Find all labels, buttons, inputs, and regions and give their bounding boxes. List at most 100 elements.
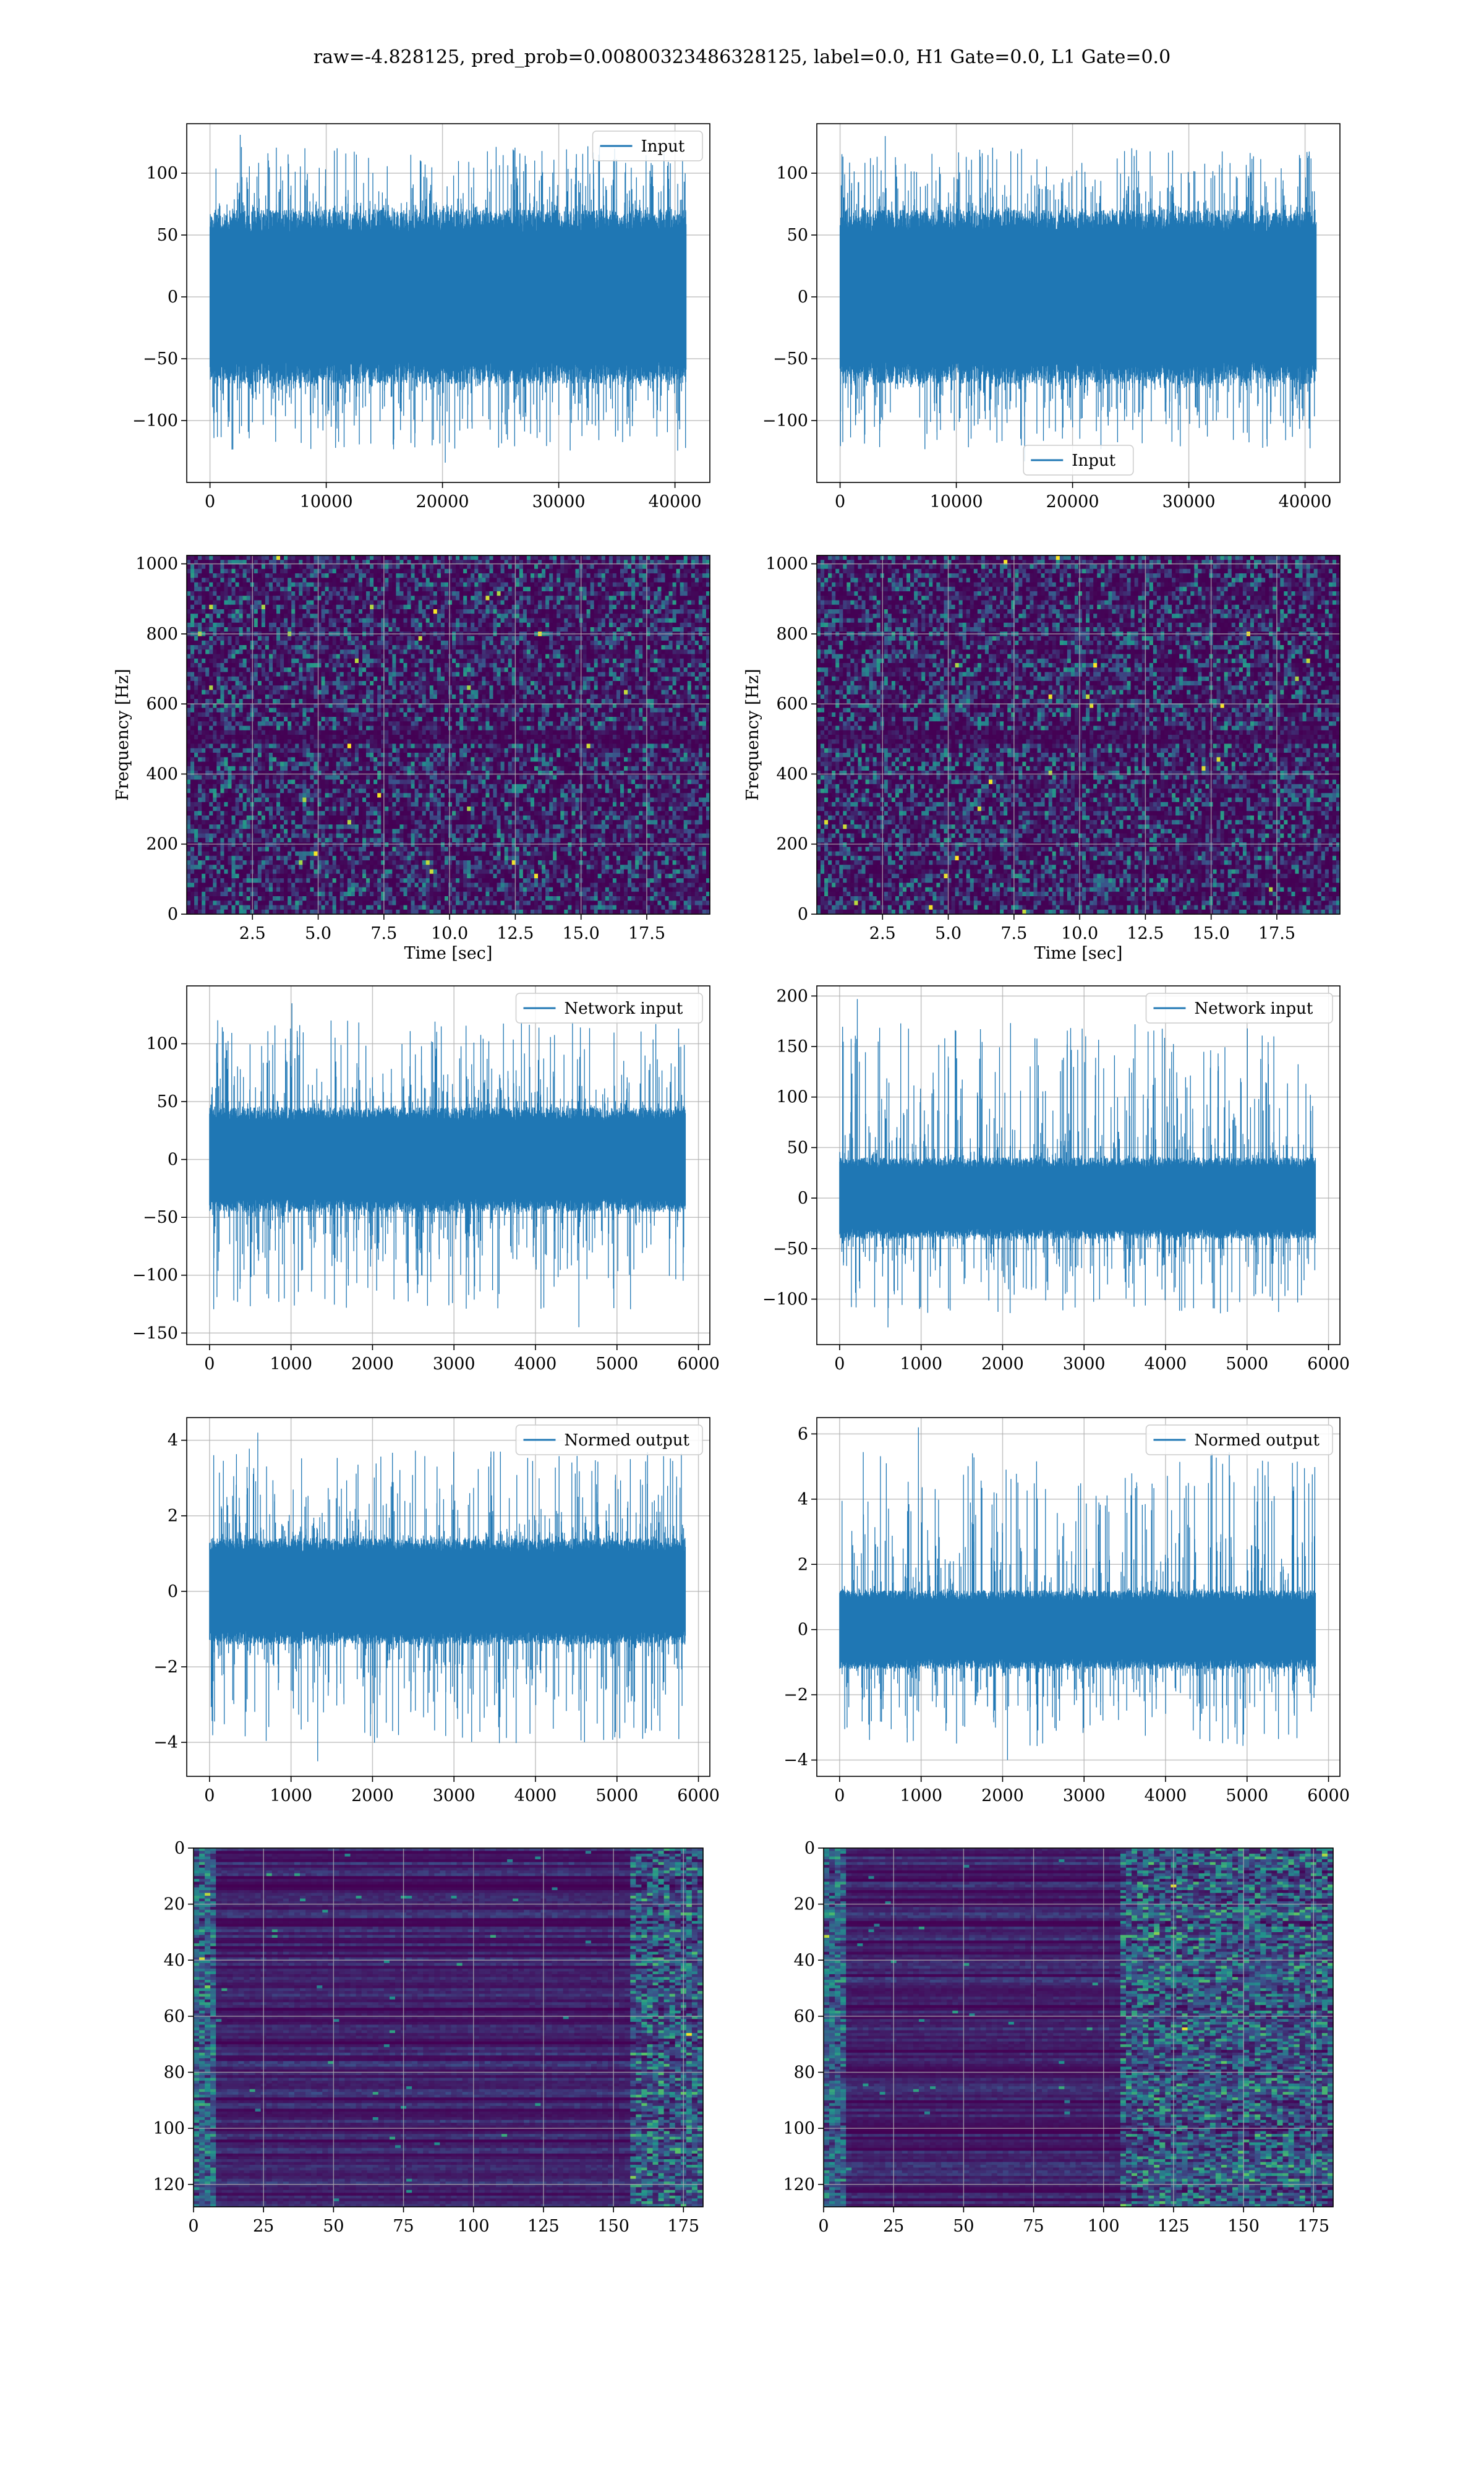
heatmap-cell bbox=[445, 573, 449, 578]
heatmap-cell bbox=[359, 555, 363, 560]
heatmap-cell bbox=[654, 623, 658, 628]
heatmap-cell bbox=[377, 649, 382, 654]
heatmap-cell bbox=[399, 596, 404, 601]
heatmap-cell bbox=[695, 645, 699, 650]
heatmap-cell bbox=[396, 569, 400, 574]
heatmap-cell bbox=[381, 573, 385, 578]
heatmap-cell bbox=[661, 565, 665, 570]
heatmap-cell bbox=[265, 573, 270, 578]
heatmap-cell bbox=[501, 654, 505, 659]
heatmap-cell bbox=[232, 618, 236, 623]
heatmap-cell bbox=[501, 618, 505, 623]
heatmap-cell bbox=[474, 618, 479, 623]
heatmap-cell bbox=[620, 583, 625, 588]
heatmap-cell bbox=[568, 569, 572, 574]
heatmap-cell bbox=[505, 645, 509, 650]
heatmap-cell bbox=[654, 601, 658, 606]
heatmap-cell bbox=[665, 627, 669, 632]
heatmap-cell bbox=[392, 623, 396, 628]
heatmap-cell bbox=[187, 605, 191, 610]
heatmap-cell bbox=[613, 596, 617, 601]
heatmap-cell bbox=[688, 569, 692, 574]
heatmap-cell bbox=[415, 654, 419, 659]
heatmap-cell bbox=[430, 591, 434, 596]
heatmap-cell bbox=[456, 569, 460, 574]
heatmap-cell bbox=[587, 641, 591, 646]
heatmap-cell bbox=[445, 641, 449, 646]
heatmap-cell bbox=[639, 565, 643, 570]
heatmap-cell bbox=[313, 601, 318, 606]
heatmap-cell bbox=[695, 569, 699, 574]
heatmap-cell bbox=[613, 573, 617, 578]
heatmap-cell bbox=[676, 654, 681, 659]
heatmap-cell bbox=[273, 587, 277, 592]
heatmap-cell bbox=[370, 609, 374, 614]
heatmap-cell bbox=[508, 578, 513, 583]
heatmap-cell bbox=[594, 623, 599, 628]
heatmap-cell bbox=[269, 587, 273, 592]
heatmap-cell bbox=[291, 623, 296, 628]
heatmap-cell bbox=[665, 569, 669, 574]
heatmap-cell bbox=[702, 578, 707, 583]
heatmap-cell bbox=[602, 636, 606, 641]
heatmap-cell bbox=[422, 569, 427, 574]
heatmap-cell bbox=[609, 583, 613, 588]
heatmap-cell bbox=[198, 578, 202, 583]
heatmap-cell bbox=[452, 623, 456, 628]
heatmap-cell bbox=[624, 573, 628, 578]
heatmap-cell bbox=[642, 645, 647, 650]
heatmap-cell bbox=[699, 583, 703, 588]
heatmap-cell bbox=[373, 636, 378, 641]
heatmap-cell bbox=[441, 636, 445, 641]
heatmap-cell bbox=[609, 654, 613, 659]
heatmap-cell bbox=[437, 596, 441, 601]
heatmap-cell bbox=[243, 645, 247, 650]
heatmap-cell bbox=[568, 649, 572, 654]
heatmap-cell bbox=[236, 573, 240, 578]
heatmap-cell bbox=[258, 569, 262, 574]
heatmap-cell bbox=[333, 591, 337, 596]
heatmap-cell bbox=[205, 583, 210, 588]
heatmap-cell bbox=[620, 614, 625, 618]
heatmap-cell bbox=[489, 623, 493, 628]
heatmap-cell bbox=[216, 627, 221, 632]
heatmap-cell bbox=[635, 569, 639, 574]
heatmap-cell bbox=[288, 636, 292, 641]
heatmap-cell bbox=[325, 641, 330, 646]
heatmap-cell bbox=[688, 605, 692, 610]
heatmap-cell bbox=[684, 654, 688, 659]
heatmap-cell bbox=[691, 587, 696, 592]
heatmap-cell bbox=[355, 601, 359, 606]
heatmap-cell bbox=[284, 659, 288, 664]
heatmap-cell bbox=[209, 587, 213, 592]
heatmap-cell bbox=[437, 654, 441, 659]
heatmap-cell bbox=[661, 623, 665, 628]
heatmap-cell bbox=[265, 569, 270, 574]
heatmap-cell bbox=[467, 645, 471, 650]
heatmap-cell bbox=[205, 601, 210, 606]
x-tick-label: 30000 bbox=[532, 492, 586, 511]
heatmap-cell bbox=[265, 645, 270, 650]
heatmap-cell bbox=[291, 596, 296, 601]
heatmap-cell bbox=[220, 578, 224, 583]
heatmap-cell bbox=[258, 654, 262, 659]
heatmap-cell bbox=[519, 596, 524, 601]
heatmap-cell bbox=[239, 623, 244, 628]
heatmap-cell bbox=[269, 555, 273, 560]
heatmap-cell bbox=[306, 649, 310, 654]
heatmap-cell bbox=[620, 645, 625, 650]
heatmap-cell bbox=[348, 627, 352, 632]
heatmap-cell bbox=[433, 605, 438, 610]
heatmap-cell bbox=[403, 596, 407, 601]
heatmap-cell bbox=[228, 583, 232, 588]
heatmap-cell bbox=[485, 618, 490, 623]
heatmap-cell bbox=[213, 627, 217, 632]
heatmap-cell bbox=[560, 614, 565, 618]
heatmap-cell bbox=[452, 609, 456, 614]
heatmap-cell bbox=[661, 605, 665, 610]
heatmap-cell bbox=[661, 583, 665, 588]
heatmap-cell bbox=[430, 583, 434, 588]
heatmap-cell bbox=[284, 623, 288, 628]
heatmap-cell bbox=[430, 645, 434, 650]
